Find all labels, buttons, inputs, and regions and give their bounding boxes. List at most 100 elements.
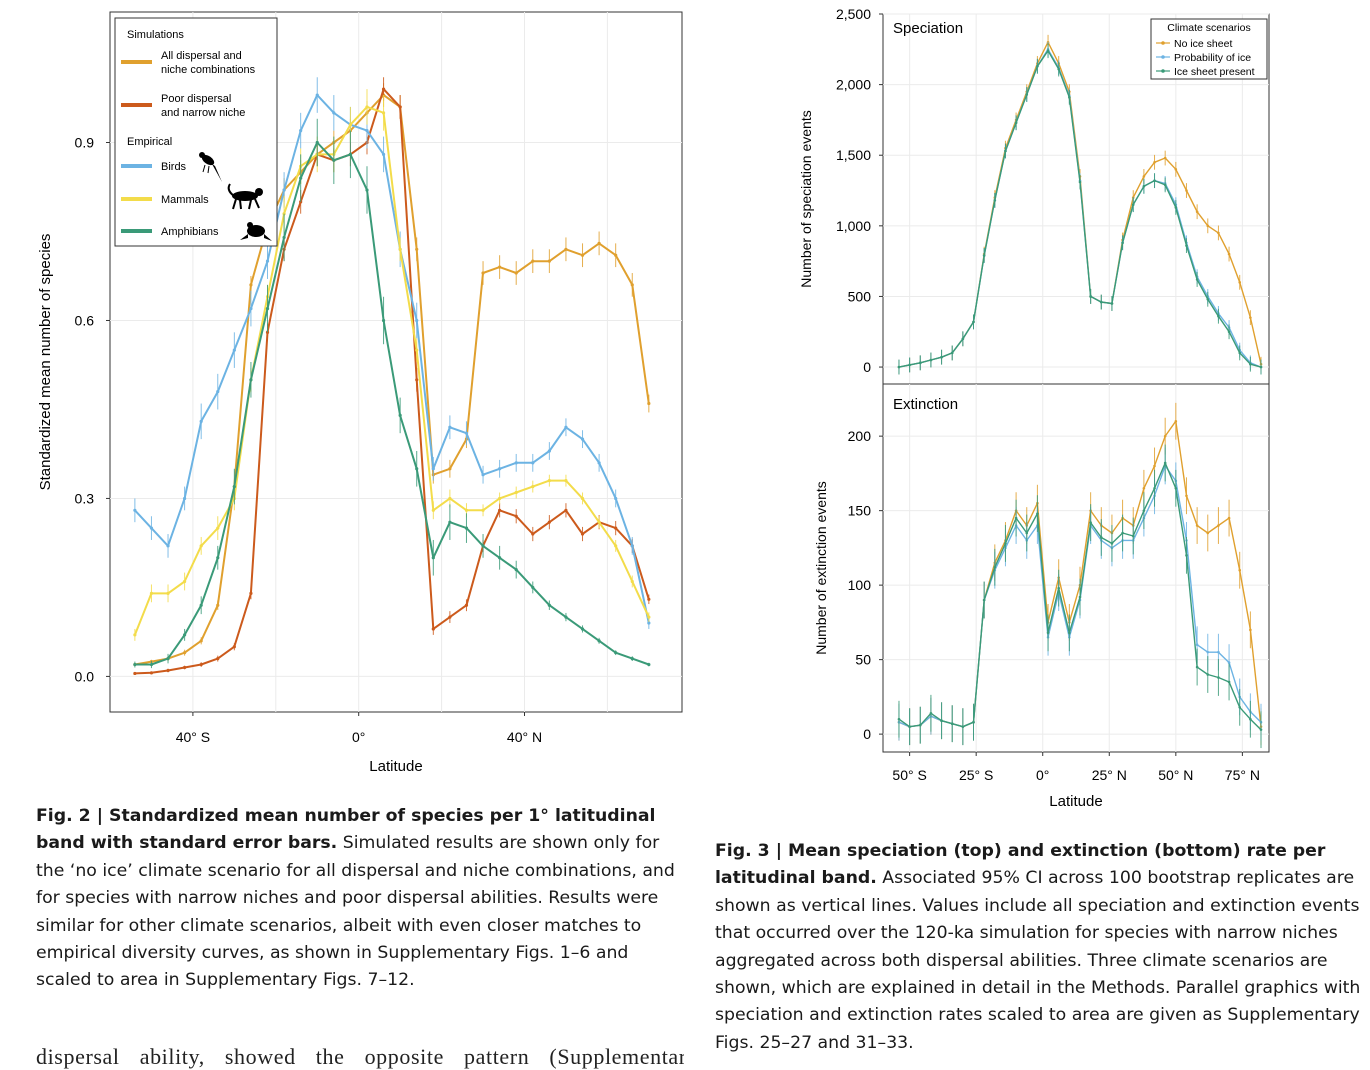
data-point — [514, 514, 518, 518]
data-point — [398, 247, 402, 251]
frog-silhouette-icon — [240, 222, 272, 241]
data-point — [1174, 206, 1178, 209]
data-point — [1238, 281, 1242, 284]
data-point — [531, 259, 535, 263]
data-point — [398, 413, 402, 417]
data-point — [547, 259, 551, 263]
data-point — [1185, 554, 1188, 557]
data-point — [332, 111, 336, 115]
series-4 — [133, 118, 651, 669]
data-point — [431, 467, 435, 471]
data-point — [1206, 650, 1210, 654]
data-point — [133, 508, 137, 512]
data-point — [647, 401, 651, 406]
legend-label: and narrow niche — [161, 107, 245, 119]
y-tick-label: 0.3 — [75, 490, 95, 506]
data-point — [249, 283, 253, 287]
fig3-speciation-chart: 0 500 1,000 1,500 2,000 2,500 Speciation Numb… — [798, 6, 1270, 385]
data-point — [1195, 210, 1199, 214]
data-point — [1046, 49, 1050, 53]
fig3-speciation-y-axis-label: Number of speciation events — [798, 110, 814, 287]
data-point — [531, 585, 535, 590]
x-tick-label: 25° N — [1092, 767, 1127, 783]
legend-label: niche combinations — [161, 64, 256, 76]
fig3-x-axis-label: Latitude — [1049, 793, 1102, 810]
data-point — [1249, 717, 1252, 721]
y-tick-label: 2,500 — [836, 6, 871, 22]
data-point — [183, 651, 187, 655]
series-1 — [133, 77, 651, 676]
data-point — [630, 579, 634, 584]
data-point — [1153, 464, 1156, 468]
data-point — [1110, 542, 1114, 545]
fig2-x-axis-label: Latitude — [369, 758, 422, 775]
data-point — [464, 431, 469, 435]
data-point — [1227, 516, 1231, 520]
data-point — [431, 627, 435, 631]
data-point — [415, 467, 419, 471]
data-point — [1036, 512, 1039, 515]
data-point — [630, 283, 634, 287]
data-point — [183, 579, 187, 584]
data-point — [133, 662, 137, 667]
data-point — [597, 639, 601, 643]
data-point — [481, 544, 485, 548]
data-point — [232, 348, 236, 352]
data-point — [547, 449, 551, 453]
data-point — [282, 188, 286, 192]
data-point — [1259, 728, 1263, 731]
data-point — [972, 720, 975, 724]
data-point — [1110, 302, 1114, 305]
data-point — [1185, 189, 1188, 192]
legend-label: Birds — [161, 161, 187, 173]
legend-label: All dispersal and — [161, 50, 242, 62]
legend-label: Amphibians — [161, 226, 219, 238]
data-point — [232, 484, 236, 489]
data-point — [149, 526, 154, 530]
legend-point — [1161, 41, 1165, 45]
data-point — [1249, 628, 1252, 632]
x-tick-label: 0° — [352, 729, 365, 745]
fig2-caption-text: Simulated results are shown only for the… — [36, 833, 675, 991]
data-point — [1206, 531, 1210, 535]
data-point — [216, 556, 220, 560]
data-point — [940, 355, 943, 359]
data-point — [1099, 536, 1103, 539]
data-point — [481, 473, 485, 477]
fig3-extinction-y-axis-label: Number of extinction events — [813, 481, 829, 655]
data-point — [216, 526, 220, 530]
data-point — [498, 496, 502, 501]
data-point — [448, 520, 452, 524]
data-point — [1195, 665, 1199, 669]
body-text-line: dispersal ability, showed the opposite p… — [36, 1044, 684, 1069]
data-point — [265, 307, 270, 311]
data-point — [580, 437, 585, 441]
data-point — [1163, 461, 1167, 465]
data-point — [348, 152, 353, 156]
series-line — [134, 94, 650, 624]
data-point — [647, 662, 651, 667]
data-point — [647, 615, 651, 619]
y-tick-label: 0 — [863, 726, 871, 742]
y-tick-label: 2,000 — [836, 77, 871, 93]
data-point — [183, 496, 187, 501]
data-point — [1014, 121, 1018, 125]
data-point — [1121, 531, 1124, 535]
data-point — [1078, 595, 1082, 599]
data-point — [531, 484, 535, 489]
data-point — [908, 725, 911, 728]
data-point — [232, 645, 236, 649]
data-point — [514, 271, 518, 275]
data-point — [133, 671, 137, 676]
data-point — [580, 496, 585, 501]
data-point — [1025, 93, 1029, 96]
data-point — [398, 105, 402, 109]
data-point — [614, 496, 618, 501]
data-point — [183, 665, 187, 670]
fig2-chart: 0.0 0.3 0.6 0.9 40° S 0° 40° N Latitude Standa… — [37, 11, 683, 775]
data-point — [464, 603, 469, 607]
data-point — [1089, 521, 1092, 524]
data-point — [415, 318, 419, 323]
x-tick-label: 25° S — [959, 767, 993, 783]
data-point — [1227, 252, 1231, 256]
